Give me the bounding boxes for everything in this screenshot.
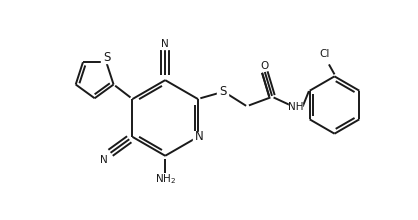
Text: S: S	[103, 51, 110, 64]
Bar	[161, 41, 169, 49]
Bar	[101, 54, 112, 63]
Text: NH$_2$: NH$_2$	[155, 172, 176, 186]
Bar	[193, 132, 204, 141]
Bar	[289, 103, 302, 111]
Bar	[99, 156, 108, 163]
Text: S: S	[219, 85, 226, 98]
Bar	[217, 88, 228, 96]
Bar	[318, 50, 331, 59]
Bar	[260, 62, 268, 70]
Text: O: O	[260, 61, 268, 71]
Text: N: N	[100, 155, 108, 165]
Text: N: N	[161, 39, 169, 49]
Text: Cl: Cl	[319, 50, 330, 59]
Text: NH: NH	[288, 102, 303, 112]
Bar	[157, 174, 173, 184]
Text: N: N	[194, 130, 203, 143]
